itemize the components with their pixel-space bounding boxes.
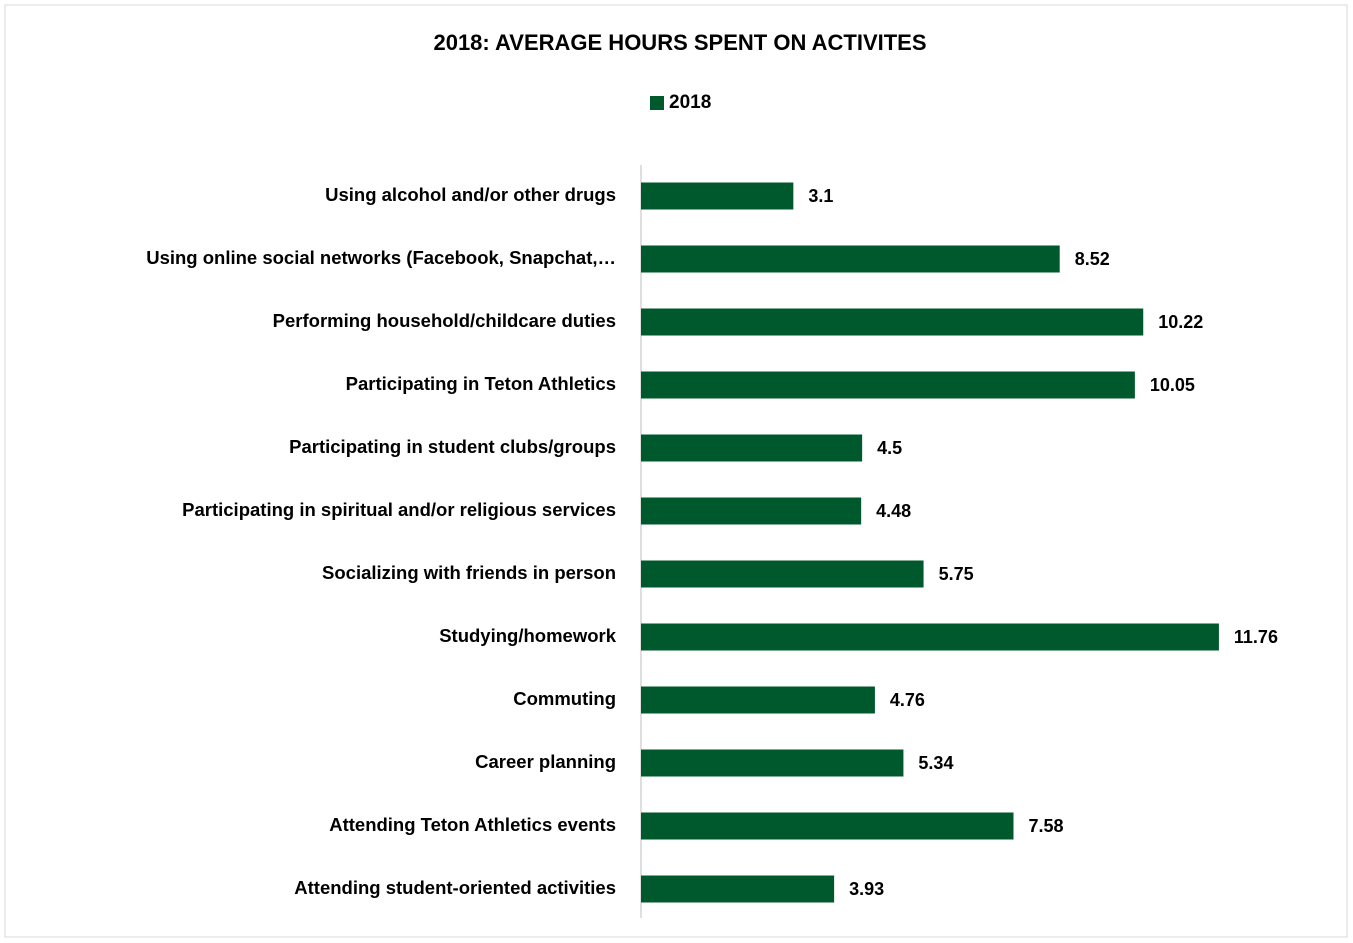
bar [641, 182, 794, 210]
data-label: 5.75 [939, 564, 974, 584]
category-label: Socializing with friends in person [322, 562, 616, 583]
data-label: 10.05 [1150, 375, 1195, 395]
category-label: Participating in spiritual and/or religi… [182, 499, 616, 520]
category-label: Career planning [475, 751, 616, 772]
bar [641, 686, 875, 714]
data-label: 10.22 [1158, 312, 1203, 332]
data-label: 5.34 [918, 753, 953, 773]
data-label: 7.58 [1029, 816, 1064, 836]
category-label: Participating in Teton Athletics [346, 373, 616, 394]
bar [641, 308, 1144, 336]
category-label: Using online social networks (Facebook, … [146, 247, 616, 268]
data-label: 3.1 [808, 186, 833, 206]
category-label: Participating in student clubs/groups [289, 436, 616, 457]
bar [641, 245, 1060, 273]
data-label: 3.93 [849, 879, 884, 899]
category-label: Using alcohol and/or other drugs [325, 184, 616, 205]
bar [641, 623, 1219, 651]
data-label: 4.5 [877, 438, 902, 458]
category-label: Attending student-oriented activities [294, 877, 616, 898]
bar [641, 497, 862, 525]
category-label: Performing household/childcare duties [273, 310, 616, 331]
category-label: Studying/homework [439, 625, 617, 646]
bar [641, 875, 835, 903]
chart-border [4, 4, 1348, 938]
bar [641, 371, 1135, 399]
bar [641, 560, 924, 588]
data-label: 11.76 [1234, 627, 1278, 647]
bar [641, 812, 1014, 840]
legend-label: 2018 [669, 92, 711, 113]
legend-swatch [650, 96, 664, 110]
category-label: Attending Teton Athletics events [329, 814, 616, 835]
chart-title: 2018: AVERAGE HOURS SPENT ON ACTIVITES [433, 30, 926, 55]
data-label: 4.76 [890, 690, 925, 710]
data-label: 8.52 [1075, 249, 1110, 269]
bar [641, 434, 863, 462]
category-label: Commuting [513, 688, 616, 709]
bar [641, 749, 904, 777]
data-label: 4.48 [876, 501, 911, 521]
